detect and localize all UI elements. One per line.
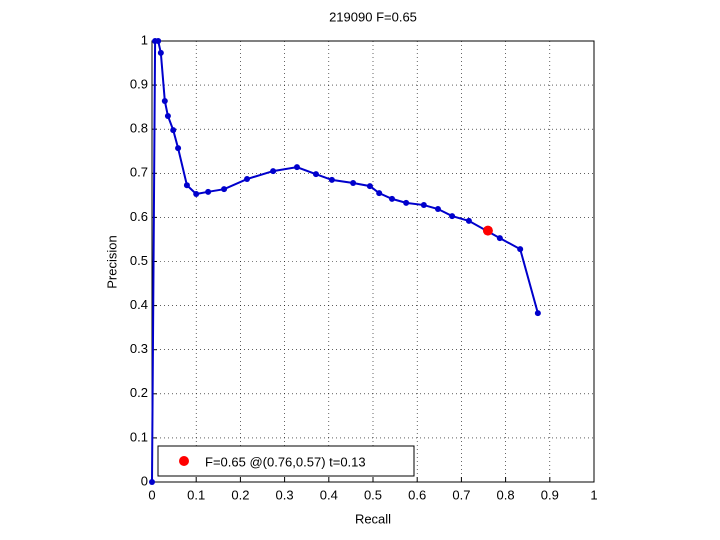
y-tick-label: 0.9 (130, 77, 148, 92)
y-tick-label: 0.5 (130, 253, 148, 268)
point (175, 145, 182, 152)
legend-marker (179, 456, 189, 466)
x-tick-label: 0 (148, 487, 155, 502)
x-tick-label: 0.9 (541, 487, 559, 502)
y-tick-label: 0.4 (130, 297, 148, 312)
point (183, 182, 190, 189)
x-tick-label: 0.1 (187, 487, 205, 502)
y-tick-label: 0.1 (130, 429, 148, 444)
point (164, 112, 171, 119)
point (170, 127, 177, 134)
point (221, 186, 228, 193)
point (389, 195, 396, 202)
plot-frame (151, 40, 595, 483)
point (328, 176, 335, 183)
y-tick-label: 0.2 (130, 385, 148, 400)
chart-title: 219090 F=0.65 (329, 9, 417, 24)
point (376, 190, 383, 197)
point (366, 183, 373, 190)
x-tick-label: 0.3 (276, 487, 294, 502)
point (293, 164, 300, 171)
point (403, 199, 410, 206)
y-tick-label: 0.3 (130, 341, 148, 356)
point (517, 246, 524, 253)
x-tick-label: 0.4 (320, 487, 338, 502)
y-tick-label: 0.6 (130, 209, 148, 224)
point (157, 49, 164, 56)
legend-box (157, 445, 415, 477)
y-axis-label: Precision (104, 235, 119, 288)
point (270, 168, 277, 175)
point (420, 202, 427, 209)
point (465, 217, 472, 224)
best-point (482, 225, 493, 236)
point (350, 180, 357, 187)
point (155, 38, 162, 44)
point (449, 213, 456, 220)
point (149, 479, 155, 485)
point (161, 97, 168, 104)
legend: F=0.65 @(0.76,0.57) t=0.13 (157, 445, 415, 477)
point (496, 235, 503, 242)
y-tick-label: 0.8 (130, 121, 148, 136)
point (244, 176, 251, 183)
x-tick-label: 0.2 (231, 487, 249, 502)
x-axis-label: Recall (355, 511, 391, 526)
point (205, 188, 212, 195)
point (193, 191, 200, 198)
y-tick-label: 1 (141, 32, 148, 47)
x-tick-label: 0.7 (452, 487, 470, 502)
x-tick-label: 0.8 (497, 487, 515, 502)
y-tick-label: 0.7 (130, 165, 148, 180)
point (434, 206, 441, 213)
x-tick-label: 0.6 (408, 487, 426, 502)
y-tick-label: 0 (141, 473, 148, 488)
point (312, 171, 319, 178)
legend-label: F=0.65 @(0.76,0.57) t=0.13 (205, 454, 366, 469)
point (534, 310, 541, 317)
x-tick-label: 0.5 (364, 487, 382, 502)
x-tick-label: 1 (590, 487, 597, 502)
